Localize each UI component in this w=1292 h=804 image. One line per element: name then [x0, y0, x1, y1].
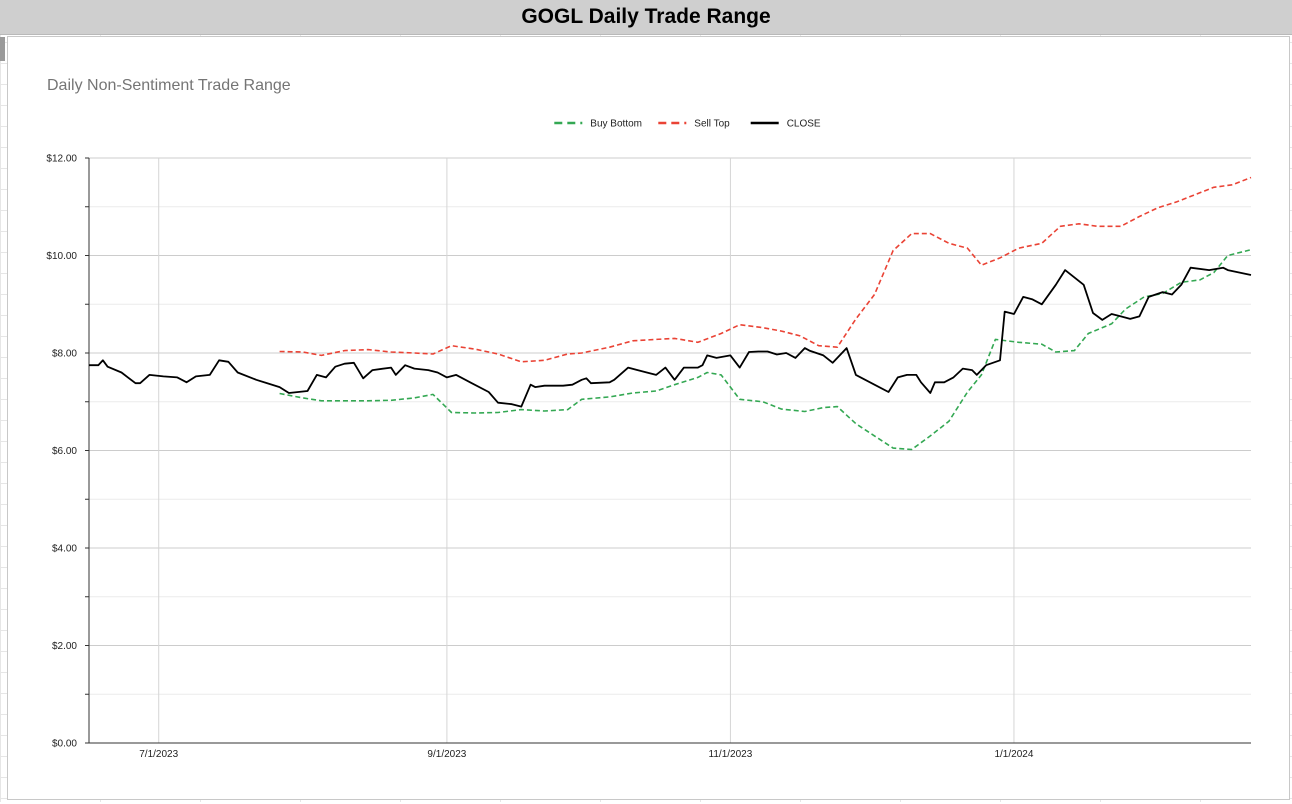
- chart-axes: $0.00 $2.00 $4.00 $6.00 $8.00 $10.00 $12.00 7/1…: [46, 154, 1251, 760]
- chart-legend: Buy Bottom Sell Top CLOSE: [554, 119, 821, 130]
- y-tick-label: $6.00: [52, 446, 77, 457]
- legend-item-buy-bottom: Buy Bottom: [554, 119, 642, 130]
- y-tick-label: $10.00: [46, 251, 77, 262]
- page-title: GOGL Daily Trade Range: [521, 5, 771, 28]
- y-tick-label: $4.00: [52, 544, 77, 555]
- x-tick-label: 7/1/2023: [139, 749, 178, 760]
- series-line-buy-bottom: [279, 248, 1252, 451]
- x-tick-label: 1/1/2024: [994, 749, 1033, 760]
- legend-item-close: CLOSE: [750, 119, 821, 130]
- y-tick-label: $0.00: [52, 739, 77, 750]
- legend-label: Sell Top: [694, 119, 730, 130]
- chart-series: [89, 176, 1252, 451]
- line-chart: Daily Non-Sentiment Trade Range Buy Bott…: [46, 77, 1252, 760]
- chart-panel[interactable]: Daily Non-Sentiment Trade Range Buy Bott…: [7, 36, 1290, 800]
- row-selection-marker[interactable]: [0, 37, 5, 61]
- legend-label: CLOSE: [787, 119, 821, 130]
- x-tick-label: 9/1/2023: [427, 749, 466, 760]
- legend-label: Buy Bottom: [590, 119, 642, 130]
- chart-title: Daily Non-Sentiment Trade Range: [47, 77, 291, 94]
- chart-gridlines: [89, 157, 1251, 744]
- y-tick-label: $12.00: [46, 154, 77, 165]
- series-line-close: [89, 266, 1252, 408]
- page-title-bar: GOGL Daily Trade Range: [0, 0, 1292, 35]
- y-tick-label: $8.00: [52, 349, 77, 360]
- legend-item-sell-top: Sell Top: [658, 119, 730, 130]
- y-tick-label: $2.00: [52, 641, 77, 652]
- x-tick-label: 11/1/2023: [709, 749, 753, 760]
- series-line-sell-top: [279, 176, 1252, 363]
